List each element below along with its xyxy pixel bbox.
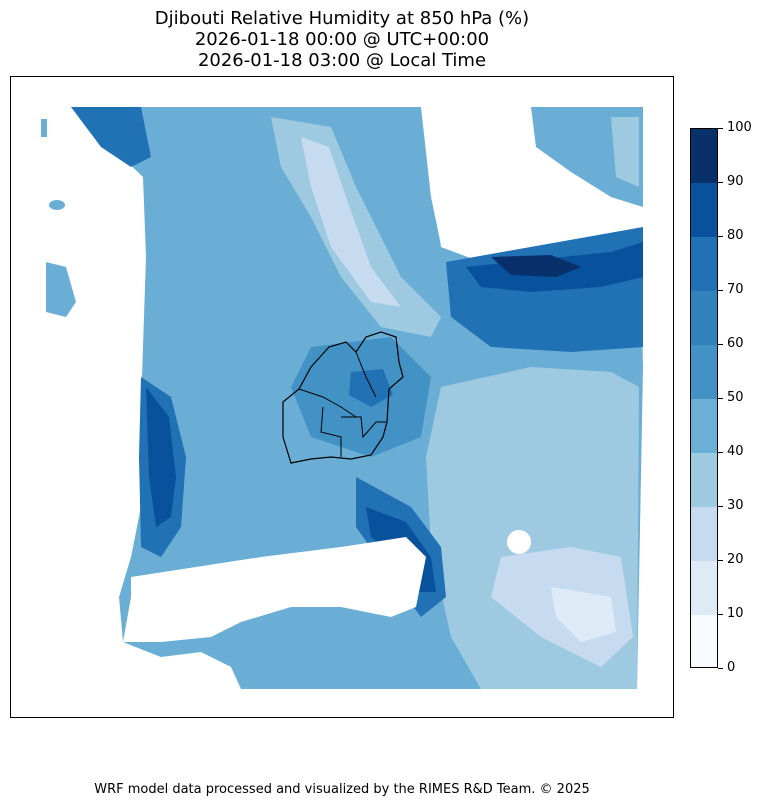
colorbar-band: [691, 237, 717, 291]
colorbar-tick: [718, 614, 723, 615]
field-area: [46, 262, 76, 317]
colorbar-tick: [718, 506, 723, 507]
colorbar-tick-label: 70: [727, 282, 744, 297]
colorbar-tick-label: 30: [727, 498, 744, 513]
title-line-3: 2026-01-18 03:00 @ Local Time: [197, 50, 487, 71]
missing-data-area: [421, 107, 643, 255]
colorbar-band: [691, 561, 717, 615]
colorbar-tick-label: 40: [727, 444, 744, 459]
humidity-map: [41, 107, 643, 689]
colorbar-tick-label: 90: [727, 174, 744, 189]
title-line-1: Djibouti Relative Humidity at 850 hPa (%…: [154, 8, 530, 29]
title-line-2: 2026-01-18 00:00 @ UTC+00:00: [194, 29, 490, 50]
field-area: [301, 137, 401, 307]
colorbar-tick-label: 60: [727, 336, 744, 351]
colorbar-tick: [718, 182, 723, 183]
colorbar-band: [691, 507, 717, 561]
map-panel: RIMES: [10, 76, 674, 718]
colorbar-tick: [718, 128, 723, 129]
chart-title: Djibouti Relative Humidity at 850 hPa (%…: [0, 8, 684, 71]
colorbar-tick-label: 50: [727, 390, 744, 405]
colorbar-band: [691, 291, 717, 345]
colorbar-band: [691, 345, 717, 399]
country-border: [282, 331, 404, 464]
field-area: [41, 119, 47, 137]
missing-data-area: [123, 537, 426, 642]
missing-data-area: [507, 530, 531, 554]
colorbar-tick: [718, 560, 723, 561]
admin-border: [298, 351, 386, 457]
field-area: [611, 117, 639, 187]
missing-data-area: [161, 652, 241, 689]
colorbar-tick: [718, 344, 723, 345]
field-area: [146, 387, 176, 527]
colorbar-band: [691, 399, 717, 453]
colorbar-tick: [718, 452, 723, 453]
colorbar-tick-label: 0: [727, 660, 736, 675]
colorbar-band: [691, 453, 717, 507]
colorbar-tick-label: 100: [727, 120, 752, 135]
rimes-logo: RIMES: [609, 717, 673, 718]
footer-credit: WRF model data processed and visualized …: [94, 782, 590, 797]
field-area: [491, 255, 581, 277]
colorbar-band: [691, 615, 717, 667]
colorbar-band: [691, 183, 717, 237]
colorbar-tick-label: 80: [727, 228, 744, 243]
colorbar-band: [691, 129, 717, 183]
colorbar-tick: [718, 290, 723, 291]
field-area: [49, 200, 65, 210]
colorbar-tick-label: 10: [727, 606, 744, 621]
field-area: [71, 107, 151, 167]
colorbar-tick: [718, 398, 723, 399]
colorbar: [690, 128, 718, 668]
field-area: [551, 587, 616, 642]
colorbar-tick: [718, 236, 723, 237]
colorbar-tick-label: 20: [727, 552, 744, 567]
colorbar-tick: [718, 668, 723, 669]
